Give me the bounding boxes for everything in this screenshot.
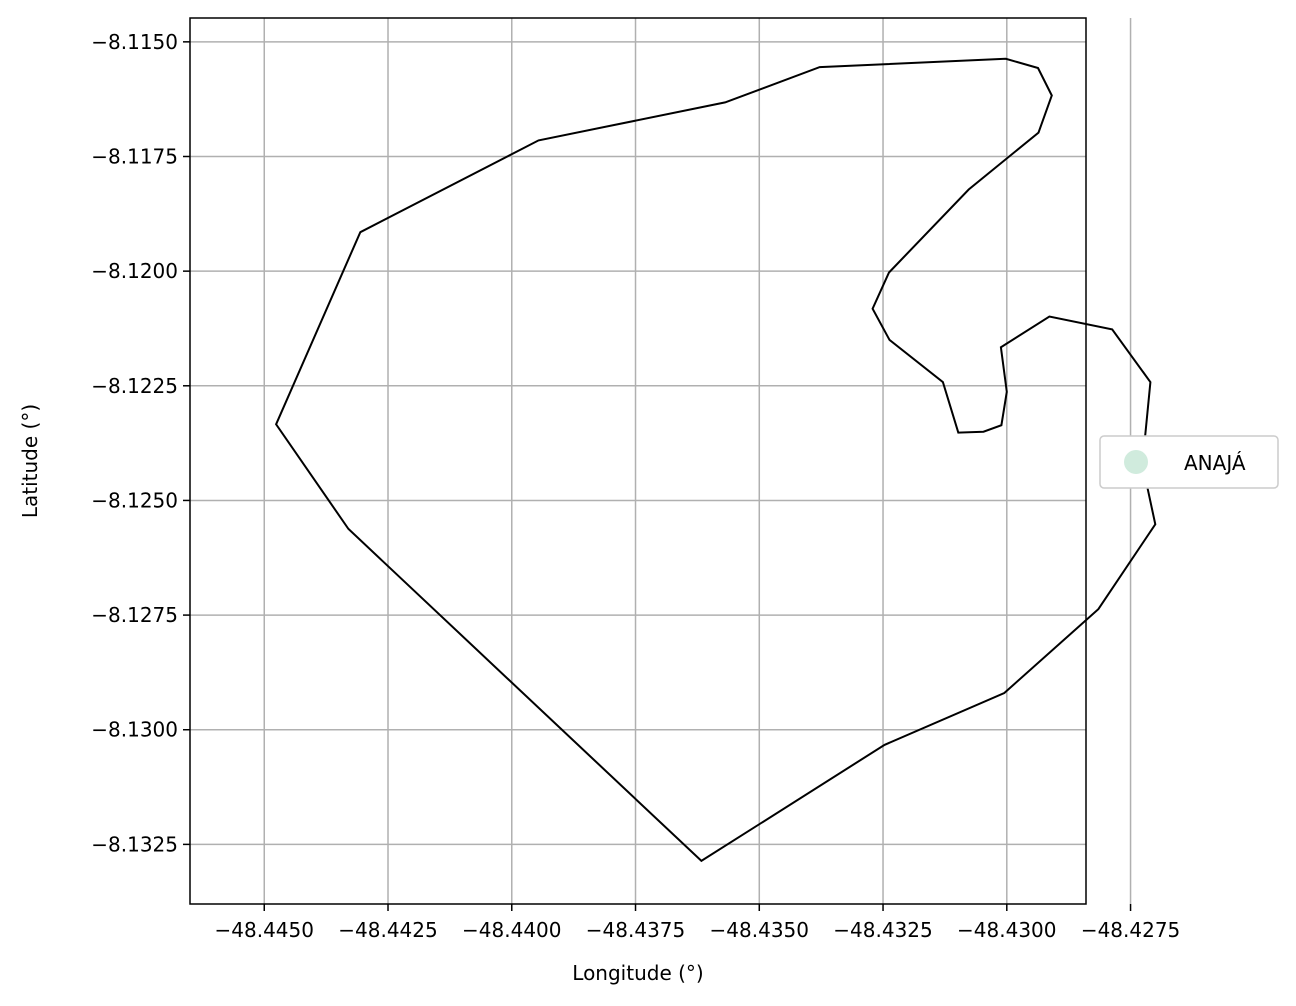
- y-tick-labels: −8.1150 −8.1175 −8.1200 −8.1225 −8.1250 −8.12…: [91, 30, 178, 857]
- gridlines: [190, 18, 1132, 904]
- x-tick-label: −48.4275: [1081, 918, 1180, 942]
- y-tick-label: −8.1250: [91, 488, 178, 512]
- y-tick-label: −8.1325: [91, 832, 178, 856]
- x-tick-label: −48.4325: [833, 918, 932, 942]
- legend-marker: [1124, 450, 1148, 474]
- region-boundary: [274, 57, 1157, 863]
- x-tick-label: −48.4425: [338, 918, 437, 942]
- x-tick-label: −48.4350: [710, 918, 809, 942]
- y-tick-label: −8.1275: [91, 603, 178, 627]
- x-tick-labels: −48.4450 −48.4425 −48.4400 −48.4375 −48.4350…: [215, 918, 1181, 942]
- y-axis-label: Latitude (°): [18, 404, 42, 518]
- x-tick-label: −48.4375: [586, 918, 685, 942]
- legend-frame: [1099, 435, 1279, 489]
- y-tick-label: −8.1175: [91, 144, 178, 168]
- x-tick-label: −48.4300: [957, 918, 1056, 942]
- x-tick-label: −48.4450: [215, 918, 314, 942]
- y-tick-label: −8.1150: [91, 30, 178, 54]
- plot-frame: [189, 17, 1087, 905]
- y-tick-label: −8.1200: [91, 259, 178, 283]
- x-axis-label: Longitude (°): [572, 961, 703, 985]
- x-tick-label: −48.4400: [462, 918, 561, 942]
- tick-marks: [183, 41, 1132, 911]
- y-tick-label: −8.1300: [91, 718, 178, 742]
- boundary-layer: [274, 57, 1157, 863]
- legend-label: ANAJÁ: [1184, 451, 1246, 475]
- legend: ANAJÁ: [1099, 435, 1279, 489]
- y-tick-label: −8.1225: [91, 374, 178, 398]
